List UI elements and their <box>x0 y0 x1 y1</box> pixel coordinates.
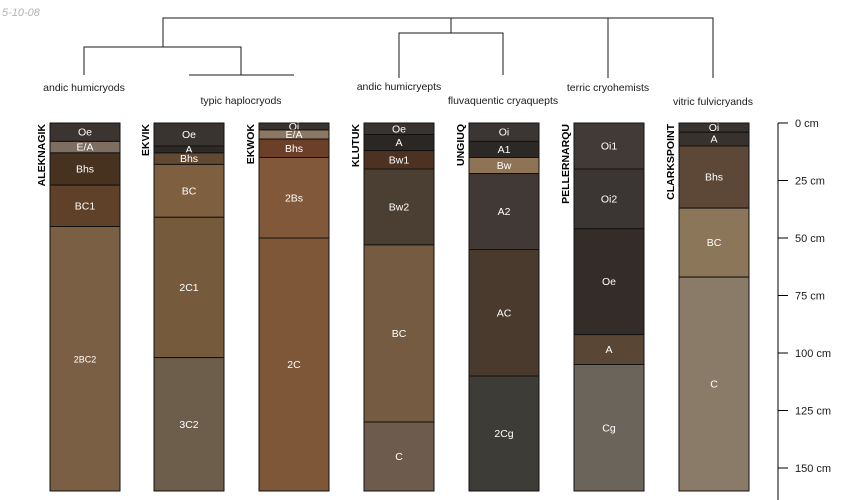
horizon-3c2 <box>153 357 225 492</box>
horizon-label: 2C1 <box>179 282 198 294</box>
horizon-label: 2Bs <box>285 192 303 204</box>
horizon-label: Bhs <box>76 164 94 176</box>
profile-name: EKVIK <box>140 124 152 157</box>
horizon-label: AC <box>497 307 512 319</box>
horizon-bw2 <box>363 168 435 246</box>
dendro-root <box>162 17 714 78</box>
tick-label: 0 cm <box>795 118 819 130</box>
horizon-a <box>573 334 645 366</box>
horizon-oi2 <box>573 168 645 230</box>
horizon-label: E/A <box>286 129 303 141</box>
horizon-label: C <box>395 451 403 463</box>
profile-name: UNGIUQ <box>455 124 467 166</box>
profile-ekwok: OiE/A Bhs 2Bs 2C EKWOK <box>245 121 330 492</box>
horizon-label: Bw1 <box>389 154 410 166</box>
cluster-label: terric cryohemists <box>567 82 649 94</box>
horizon-label: Bhs <box>285 143 303 155</box>
horizon-ac <box>468 249 540 377</box>
profile-pellernarqu: Oi1 Oi2 Oe A Cg PELLERNARQU <box>560 122 645 492</box>
horizon-label: Oi <box>709 122 720 134</box>
tick-label: 75 cm <box>795 291 825 303</box>
horizon-oe <box>573 228 645 336</box>
horizon-bc1 <box>49 184 121 228</box>
profile-clarkspoint: OiA Bhs BC C CLARKSPOINT <box>665 122 750 492</box>
horizon-label: BC <box>392 328 407 340</box>
profile-name: CLARKSPOINT <box>665 123 677 199</box>
horizon-c <box>363 421 435 492</box>
horizon-bc <box>153 163 225 218</box>
horizon-label: C <box>710 379 718 391</box>
horizon-label: Oi <box>499 127 510 139</box>
horizon-label: Oe <box>182 129 196 141</box>
horizon-2c <box>258 237 330 492</box>
horizon-2bs <box>258 157 330 239</box>
horizon-label: Bhs <box>180 153 198 165</box>
tick-label: 50 cm <box>795 233 825 245</box>
dendrogram <box>83 17 714 78</box>
horizon-cg <box>573 364 645 492</box>
horizon-label: Oi2 <box>601 193 618 205</box>
tick-label: 125 cm <box>795 406 831 418</box>
horizon-label: BC1 <box>75 200 96 212</box>
horizon-label: 2BC2 <box>74 354 97 364</box>
horizon-label: Oe <box>392 123 406 135</box>
horizon-label: Oe <box>602 276 616 288</box>
horizon-label: 3C2 <box>179 419 198 431</box>
horizon-label: BC <box>707 237 722 249</box>
dendro-branch-inceptisols <box>398 32 504 78</box>
horizon-label: E/A <box>77 142 94 154</box>
horizon-label: Oi1 <box>601 141 618 153</box>
horizon-label: Cg <box>602 422 616 434</box>
horizon-oi1 <box>573 122 645 170</box>
horizon-label: A <box>185 144 192 156</box>
cluster-label: andic humicryods <box>43 82 125 94</box>
horizon-label: Bhs <box>705 172 723 184</box>
profile-name: EKWOK <box>245 124 257 165</box>
horizon-2cg <box>468 375 540 492</box>
horizon-label: A <box>605 344 612 356</box>
horizon-bc <box>363 244 435 423</box>
tick-label: 25 cm <box>795 176 825 188</box>
horizon-label: A <box>395 137 402 149</box>
dendro-branch-spodosols <box>83 46 242 75</box>
profile-ungiuq: Oi A1 Bw A2 AC 2Cg UNGIUQ <box>455 122 540 492</box>
horizon-label: Bw <box>497 160 512 172</box>
horizon-a2 <box>468 173 540 251</box>
date-stamp: 5-10-08 <box>2 7 40 19</box>
profile-name: PELLERNARQU <box>560 124 572 204</box>
cluster-label: fluvaquentic cryaquepts <box>448 95 558 107</box>
horizon-label: A2 <box>498 206 511 218</box>
horizon-label: A1 <box>498 144 511 156</box>
horizon-label: 2Cg <box>494 428 513 440</box>
profile-klutuk: Oe A Bw1 Bw2 BC C KLUTUK <box>350 122 435 492</box>
horizon-2bc2 <box>49 226 121 492</box>
depth-axis: 0 cm 25 cm 50 cm 75 cm 100 cm 125 cm 150 cm <box>777 118 831 500</box>
profile-aleknagik: Oe E/A Bhs BC1 2BC2 ALEKNAGIK <box>36 122 121 492</box>
cluster-label: andic humicryepts <box>357 81 442 93</box>
horizon-label: Oe <box>78 127 92 139</box>
tick-label: 150 cm <box>795 463 831 475</box>
profile-name: KLUTUK <box>350 124 362 168</box>
horizon-label: A <box>710 134 717 146</box>
cluster-label: vitric fulvicryands <box>673 96 753 108</box>
cluster-labels: andic humicryods typic haplocryods andic h… <box>43 81 753 108</box>
horizon-label: 2C <box>287 359 301 371</box>
horizon-label: Bw2 <box>389 201 410 213</box>
horizon-2c1 <box>153 216 225 359</box>
horizon-label: BC <box>182 185 197 197</box>
horizon-label: Oi <box>289 121 300 133</box>
profile-name: ALEKNAGIK <box>36 124 48 187</box>
horizon-bc <box>678 207 750 278</box>
tick-label: 100 cm <box>795 348 831 360</box>
horizon-c <box>678 276 750 492</box>
cluster-label: typic haplocryods <box>200 95 281 107</box>
